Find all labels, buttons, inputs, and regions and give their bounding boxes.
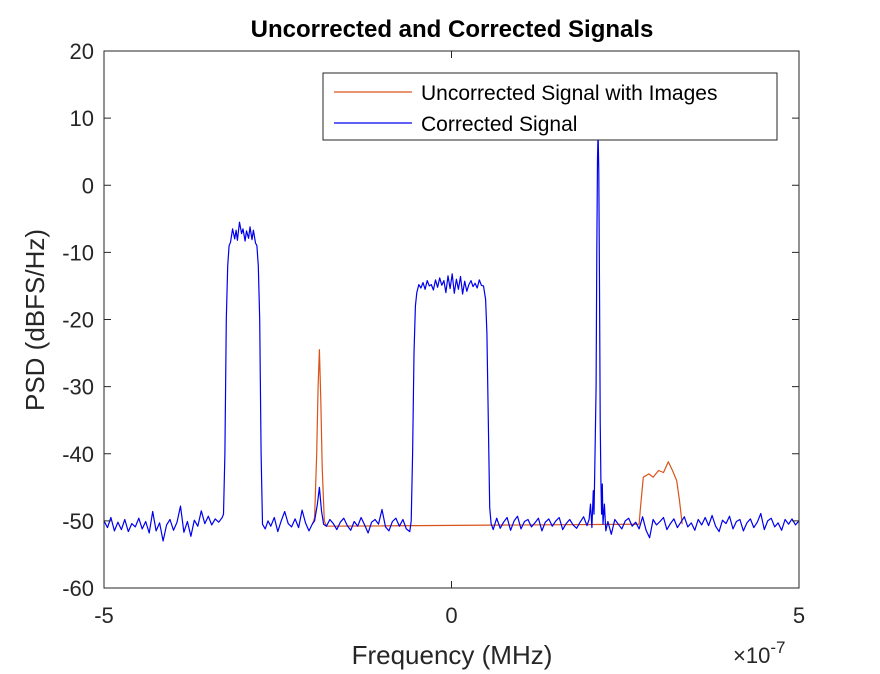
legend-entry-corrected: Corrected Signal [421,113,577,136]
x-axis-exponent-power: -7 [770,638,785,657]
series-uncorrected-line [311,349,683,527]
x-axis-ticks: -5 0 5 [94,51,805,628]
y-tick-label: -40 [62,442,94,467]
x-axis-label: Frequency (MHz) [352,640,553,670]
legend-entry-uncorrected: Uncorrected Signal with Images [421,82,717,105]
x-axis-exponent-base: ×10 [733,643,770,668]
y-axis-label: PSD (dBFS/Hz) [20,229,50,411]
y-tick-label: 10 [70,106,94,131]
y-tick-label: -10 [62,240,94,265]
y-tick-label: -30 [62,375,94,400]
y-axis-ticks: 20 10 0 -10 -20 -30 -40 -50 -60 [62,39,799,601]
x-tick-label: -5 [94,603,114,628]
y-tick-label: 20 [70,39,94,64]
y-tick-label: -60 [62,576,94,601]
y-tick-label: 0 [82,173,94,198]
legend-box [322,72,778,141]
legend: Uncorrected Signal with Images Corrected… [322,72,778,141]
y-tick-label: -50 [62,509,94,534]
series-corrected-line [103,131,800,542]
x-tick-label: 0 [445,603,457,628]
y-tick-label: -20 [62,308,94,333]
chart-title: Uncorrected and Corrected Signals [251,16,654,43]
series-layer [103,131,800,542]
x-tick-label: 5 [793,603,805,628]
x-axis-exponent: ×10-7 [733,638,785,668]
